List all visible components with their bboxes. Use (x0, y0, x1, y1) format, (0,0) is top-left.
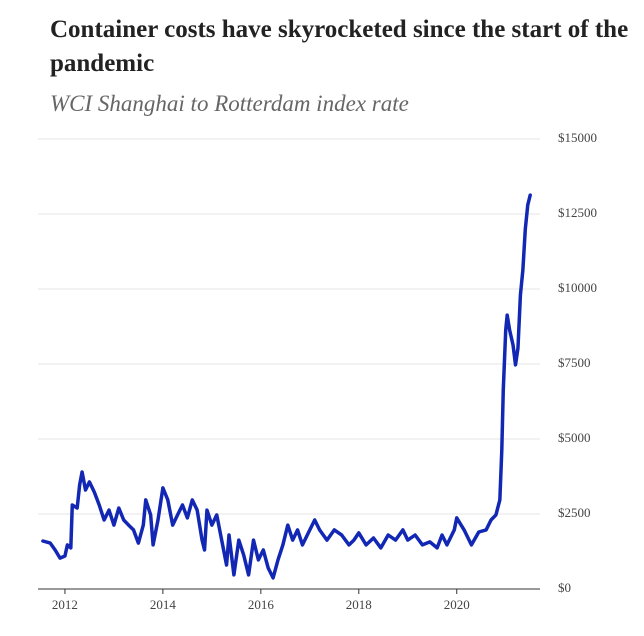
data-line (41, 193, 532, 580)
y-tick-label: $7500 (558, 355, 591, 370)
x-tick-label: 2012 (52, 597, 78, 612)
x-tick-label: 2020 (444, 597, 470, 612)
x-tick-label: 2018 (346, 597, 372, 612)
y-tick-label: $12500 (558, 205, 597, 220)
chart-subtitle: WCI Shanghai to Rotterdam index rate (50, 91, 409, 116)
chart-title: Container costs have skyrocketed since t… (50, 16, 628, 77)
x-tick-label: 2016 (248, 597, 275, 612)
y-tick-label: $5000 (558, 430, 591, 445)
y-tick-label: $2500 (558, 505, 591, 520)
y-tick-label: $15000 (558, 130, 597, 145)
y-tick-label: $0 (558, 580, 571, 595)
y-tick-label: $10000 (558, 280, 597, 295)
x-tick-label: 2014 (150, 597, 177, 612)
